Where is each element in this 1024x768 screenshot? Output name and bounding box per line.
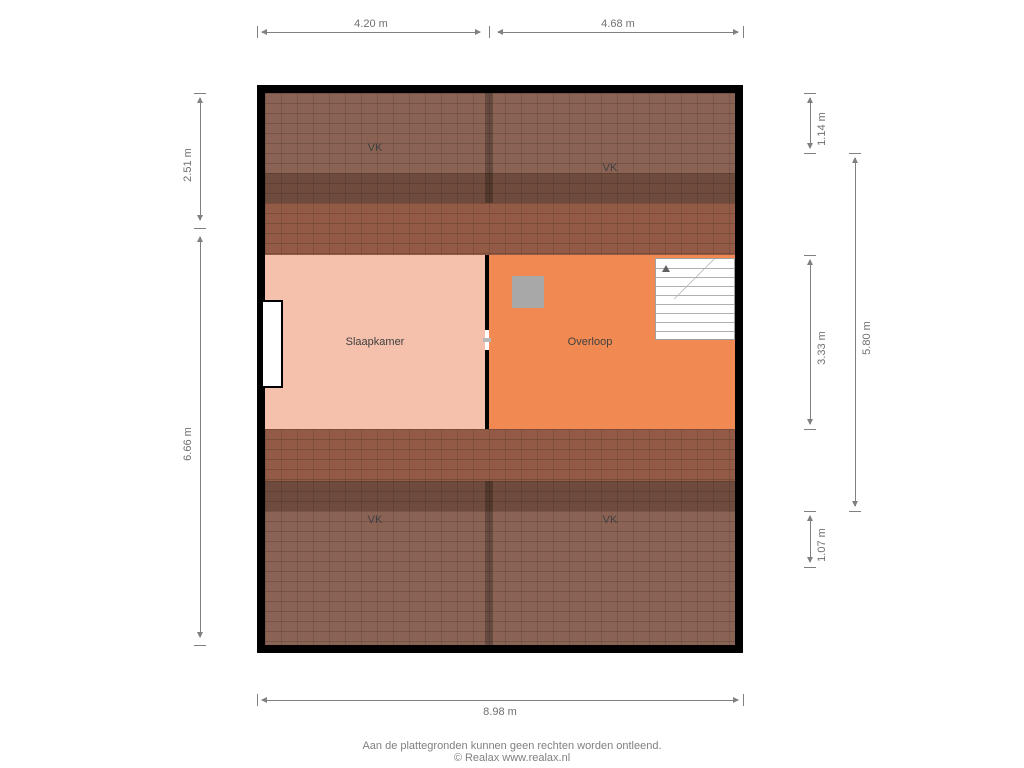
dim-label: 4.20 m bbox=[354, 18, 388, 30]
dim-tick bbox=[257, 694, 258, 706]
dim-tick bbox=[194, 645, 206, 646]
dim-line bbox=[810, 516, 811, 562]
room-label-overloop: Overloop bbox=[568, 336, 613, 348]
interior-wall-lower bbox=[485, 350, 489, 429]
dim-tick bbox=[194, 228, 206, 229]
roof-bottom-light bbox=[265, 511, 735, 645]
dim-tick bbox=[257, 26, 258, 38]
roof-top-mid bbox=[265, 203, 735, 255]
dim-tick bbox=[743, 26, 744, 38]
dim-label: 6.66 m bbox=[182, 427, 194, 461]
grey-box bbox=[512, 276, 544, 308]
dim-tick bbox=[804, 255, 816, 256]
dim-label: 8.98 m bbox=[483, 706, 517, 718]
dim-tick bbox=[804, 567, 816, 568]
vk-divider-top bbox=[485, 93, 493, 203]
dim-label: 3.33 m bbox=[816, 331, 828, 365]
vk-divider-bottom bbox=[485, 481, 493, 645]
outer-wall-bottom bbox=[257, 645, 743, 653]
dim-tick bbox=[849, 511, 861, 512]
outer-wall-top bbox=[257, 85, 743, 93]
footer-disclaimer: Aan de plattegronden kunnen geen rechten… bbox=[0, 740, 1024, 752]
dim-line bbox=[810, 260, 811, 424]
room-label-slaapkamer: Slaapkamer bbox=[346, 336, 405, 348]
roof-bottom-dark bbox=[265, 481, 735, 511]
roof-bottom-mid bbox=[265, 429, 735, 481]
dim-line bbox=[262, 700, 738, 701]
dim-label: 4.68 m bbox=[601, 18, 635, 30]
vk-label: VK bbox=[603, 514, 618, 526]
dim-tick bbox=[849, 153, 861, 154]
window-left-frame bbox=[263, 300, 283, 388]
vk-label: VK bbox=[368, 142, 383, 154]
roof-top-light bbox=[265, 93, 735, 173]
dim-line bbox=[810, 98, 811, 148]
dim-tick bbox=[489, 26, 490, 38]
vk-label: VK bbox=[603, 162, 618, 174]
roof-top-dark bbox=[265, 173, 735, 203]
stairs bbox=[655, 258, 735, 340]
dim-line bbox=[200, 98, 201, 220]
vk-label: VK bbox=[368, 514, 383, 526]
interior-wall-upper bbox=[485, 255, 489, 330]
dim-tick bbox=[804, 429, 816, 430]
dim-tick bbox=[804, 511, 816, 512]
footer-copyright: © Realax www.realax.nl bbox=[0, 752, 1024, 764]
dim-line bbox=[262, 32, 480, 33]
dim-line bbox=[200, 237, 201, 637]
dim-tick bbox=[743, 694, 744, 706]
dim-tick bbox=[804, 93, 816, 94]
footer: Aan de plattegronden kunnen geen rechten… bbox=[0, 740, 1024, 764]
dim-label: 2.51 m bbox=[182, 148, 194, 182]
dim-tick bbox=[804, 153, 816, 154]
floorplan-canvas: VK VK VK VK Slaapkamer Overloop 4.20 m 4… bbox=[0, 0, 1024, 768]
dim-line bbox=[855, 158, 856, 506]
dim-label: 5.80 m bbox=[861, 321, 873, 355]
dim-label: 1.07 m bbox=[816, 528, 828, 562]
dim-line bbox=[498, 32, 738, 33]
dim-label: 1.14 m bbox=[816, 112, 828, 146]
door-gap-marker bbox=[483, 338, 491, 342]
dim-tick bbox=[194, 93, 206, 94]
outer-wall-right bbox=[735, 85, 743, 653]
